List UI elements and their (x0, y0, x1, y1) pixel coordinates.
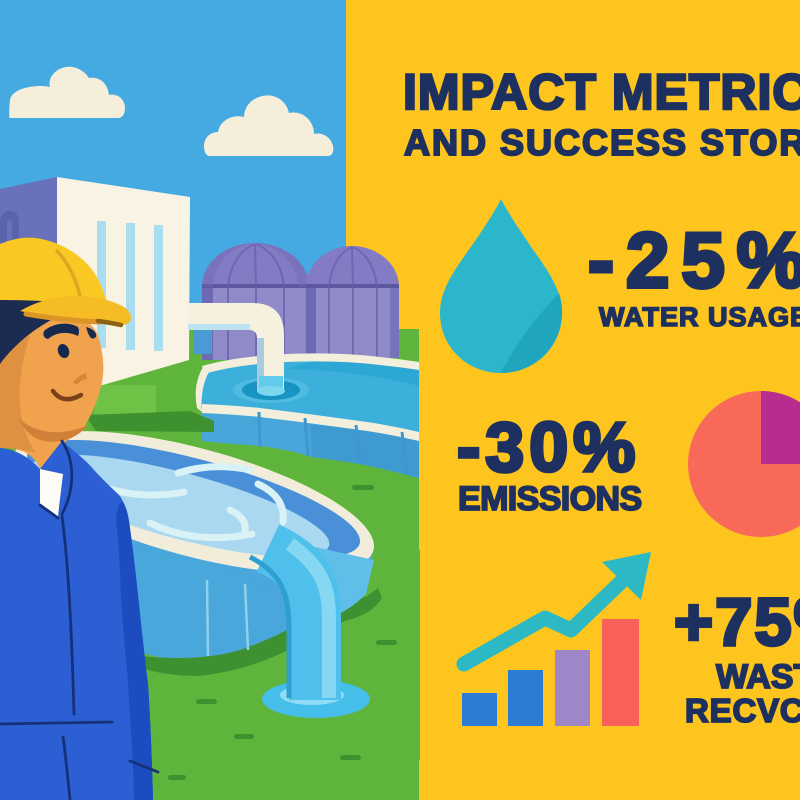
svg-text:-25%: -25% (588, 216, 800, 304)
svg-text:AND SUCCESS STORIES: AND SUCCESS STORIES (404, 122, 800, 163)
svg-text:WATER USAGE: WATER USAGE (599, 302, 800, 332)
svg-text:EMISSIONS: EMISSIONS (458, 480, 642, 518)
svg-text:WASTE: WASTE (716, 658, 800, 696)
svg-text:IMPACT METRICS: IMPACT METRICS (403, 64, 800, 120)
svg-text:+75%: +75% (674, 585, 800, 660)
svg-text:-30%: -30% (457, 408, 640, 486)
svg-text:RECVCLED: RECVCLED (685, 692, 800, 729)
